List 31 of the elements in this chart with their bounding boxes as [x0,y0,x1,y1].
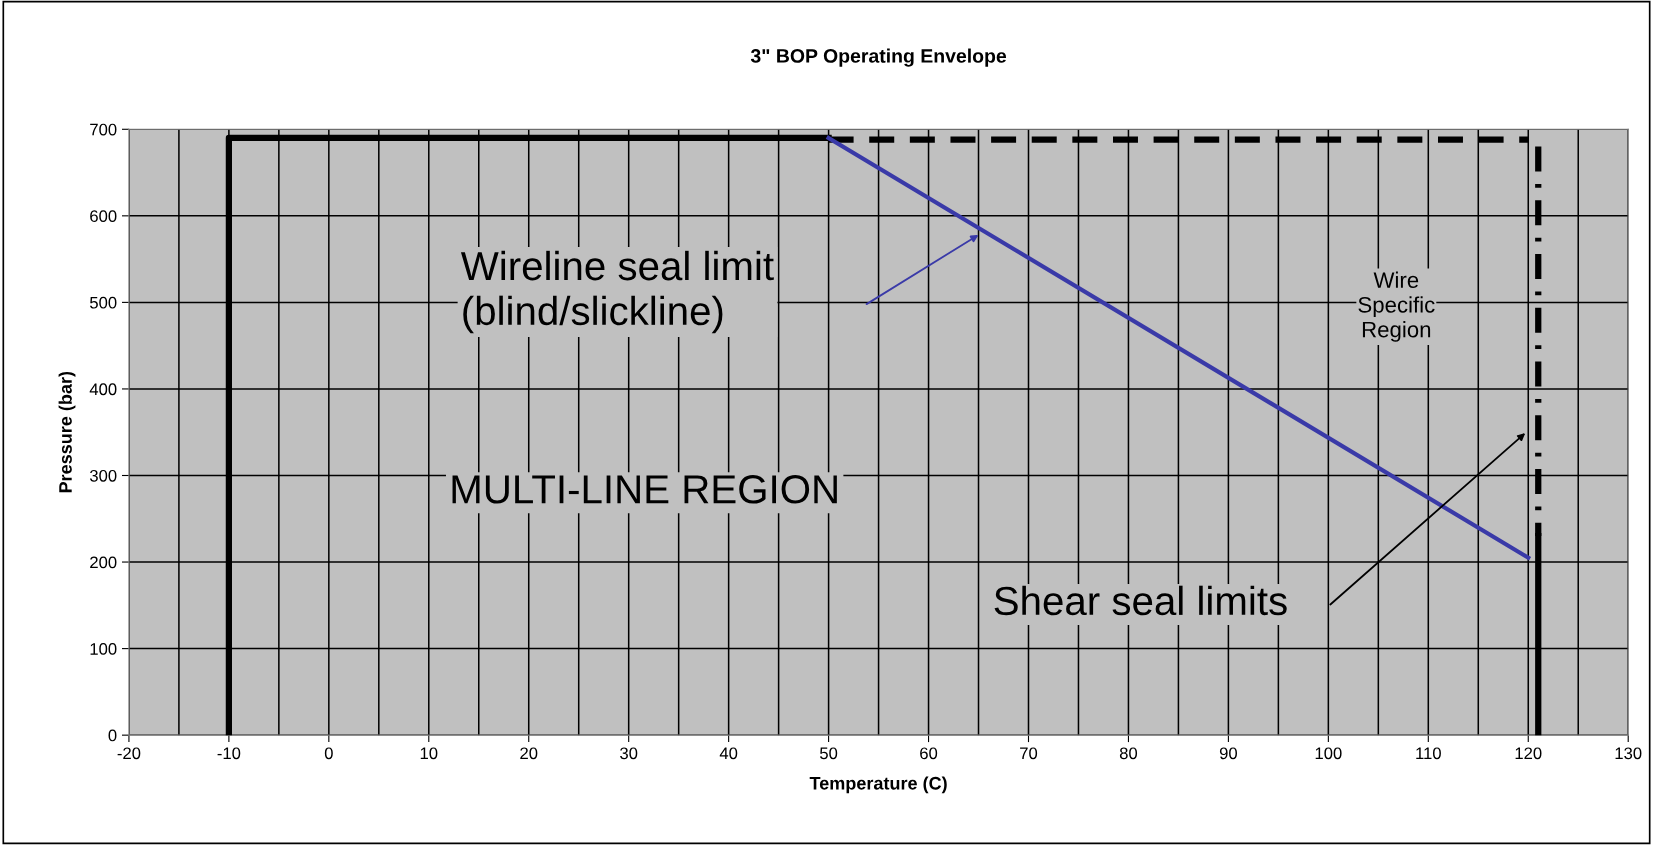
x-tick-label: -10 [217,747,241,760]
annotation: Shear seal limits [994,585,1287,616]
x-tick-label: -20 [117,747,141,760]
y-tick-label: 100 [90,643,117,655]
x-tick-label: 90 [1219,747,1238,760]
y-tick-label: 400 [89,383,117,396]
y-axis-title: Pressure (bar) [58,371,76,493]
x-tick-label: 30 [620,747,638,760]
x-tick-label: 70 [1020,747,1038,760]
chart-title: 3" BOP Operating Envelope [750,48,1007,67]
y-tick-label: 600 [90,210,117,223]
x-tick-label: 0 [324,747,333,760]
x-tick-label: 100 [1315,747,1342,760]
y-tick-label: 500 [89,296,117,309]
x-tick-label: 60 [920,747,938,760]
y-tick-label: 700 [90,123,117,136]
x-axis-title: Temperature (C) [809,776,947,794]
y-tick-label: 300 [89,469,117,482]
y-tick-label: 200 [90,556,117,569]
x-tick-label: 120 [1515,747,1542,760]
x-tick-label: 50 [819,747,838,760]
x-tick-label: 20 [520,747,538,760]
x-tick-label: 80 [1119,747,1138,760]
x-tick-label: 130 [1615,747,1642,760]
annotation: Wire Specific Region [1358,271,1435,342]
y-tick-label: 0 [108,729,117,742]
x-tick-label: 10 [420,747,438,760]
x-tick-label: 110 [1416,747,1441,760]
annotation: Wireline seal limit (blind/slickline) [460,250,774,334]
annotation: MULTI-LINE REGION [452,475,837,504]
x-tick-label: 40 [719,747,738,760]
